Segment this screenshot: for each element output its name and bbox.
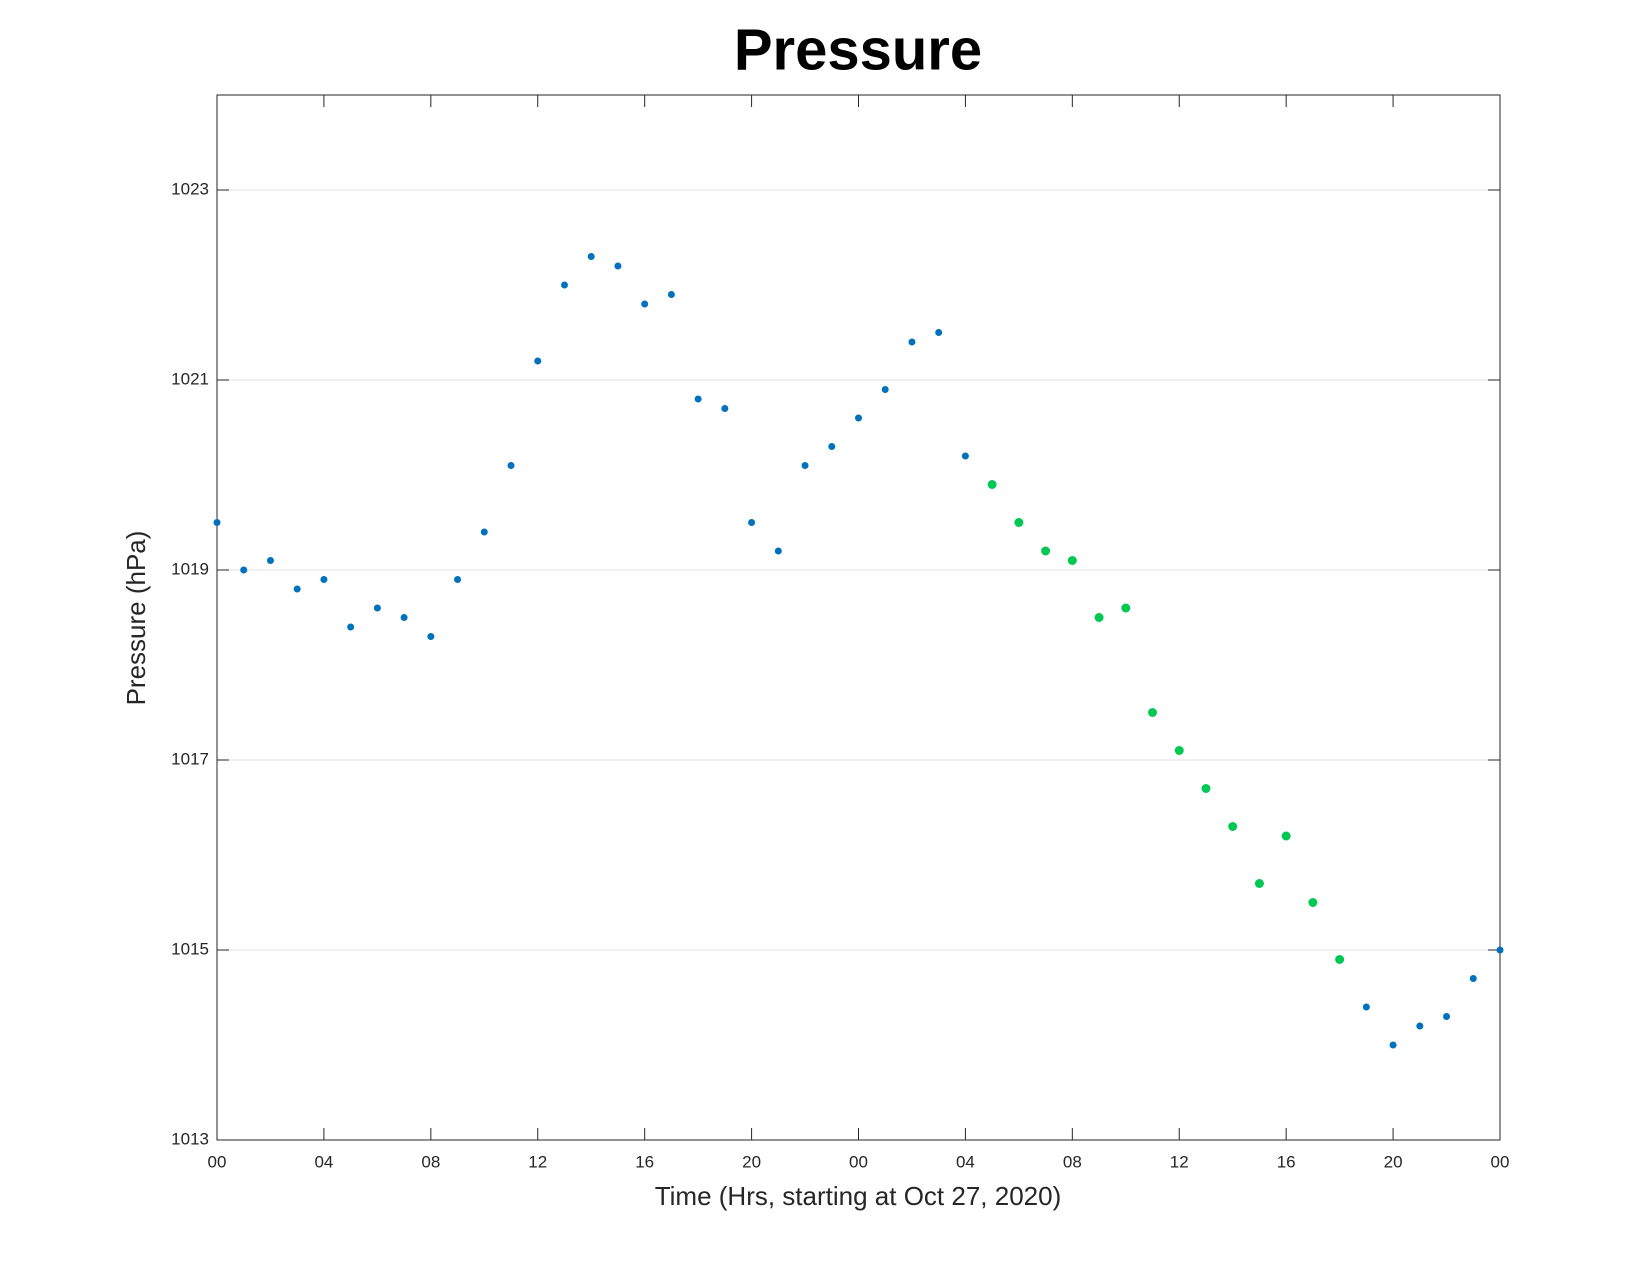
x-tick-label: 04 <box>314 1152 333 1171</box>
data-point <box>240 566 248 574</box>
data-point <box>560 281 568 289</box>
data-point <box>1308 898 1318 907</box>
x-tick-label: 20 <box>742 1152 761 1171</box>
data-point <box>855 414 862 422</box>
data-point <box>1201 784 1211 793</box>
data-point <box>1389 1041 1397 1049</box>
data-point <box>881 386 889 393</box>
plot-frame <box>216 94 1501 1141</box>
data-point <box>667 291 675 298</box>
data-point <box>987 480 997 489</box>
data-point <box>774 547 782 555</box>
x-axis-label: Time (Hrs, starting at Oct 27, 2020) <box>655 1181 1062 1211</box>
data-point <box>587 253 595 260</box>
data-point <box>908 338 916 346</box>
data-point <box>1148 708 1158 717</box>
data-point <box>534 357 542 365</box>
y-tick-label: 1023 <box>171 179 209 198</box>
data-point <box>373 604 381 612</box>
data-point <box>320 576 328 583</box>
data-point <box>1067 556 1077 565</box>
data-point <box>694 395 702 403</box>
data-point <box>1416 1022 1424 1030</box>
y-tick-label: 1013 <box>171 1129 209 1148</box>
data-point <box>641 300 649 308</box>
data-point <box>935 329 943 336</box>
data-point <box>293 585 301 593</box>
x-tick-label: 08 <box>1063 1152 1082 1171</box>
y-axis-label: Pressure (hPa) <box>121 531 151 706</box>
data-point <box>828 443 836 450</box>
x-tick-label: 00 <box>849 1152 868 1171</box>
x-tick-label: 16 <box>635 1152 654 1171</box>
data-point <box>1014 518 1024 527</box>
data-point <box>1443 1013 1451 1020</box>
data-point <box>454 576 462 583</box>
data-point <box>721 405 729 412</box>
data-point <box>266 557 274 564</box>
data-point <box>347 623 355 631</box>
data-point <box>213 519 221 526</box>
x-tick-label: 04 <box>956 1152 975 1171</box>
data-point <box>1041 546 1051 556</box>
data-point <box>1254 879 1264 888</box>
data-point <box>1496 946 1504 954</box>
y-tick-label: 1021 <box>171 369 209 388</box>
data-point <box>507 462 515 469</box>
x-tick-label: 08 <box>421 1152 440 1171</box>
x-tick-label: 00 <box>208 1152 227 1171</box>
data-point <box>748 519 756 526</box>
x-tick-label: 00 <box>1491 1152 1510 1171</box>
data-point <box>1174 746 1184 755</box>
data-point <box>801 462 809 469</box>
data-point <box>480 528 488 536</box>
data-point <box>400 614 408 621</box>
data-point <box>1281 831 1291 841</box>
x-tick-label: 12 <box>528 1152 547 1171</box>
x-tick-label: 20 <box>1384 1152 1403 1171</box>
data-point <box>1362 1003 1370 1011</box>
data-point <box>961 452 969 460</box>
y-tick-label: 1015 <box>171 939 209 958</box>
chart-title: Pressure <box>734 17 982 82</box>
data-point <box>1121 603 1131 613</box>
data-point <box>1335 955 1345 964</box>
data-point <box>614 262 622 270</box>
x-tick-label: 16 <box>1277 1152 1296 1171</box>
y-tick-label: 1017 <box>171 749 209 768</box>
data-point <box>1094 613 1104 622</box>
data-point <box>1228 822 1238 831</box>
data-point <box>427 633 435 640</box>
y-tick-label: 1019 <box>171 559 209 578</box>
x-tick-label: 12 <box>1170 1152 1189 1171</box>
data-point <box>1469 975 1477 982</box>
